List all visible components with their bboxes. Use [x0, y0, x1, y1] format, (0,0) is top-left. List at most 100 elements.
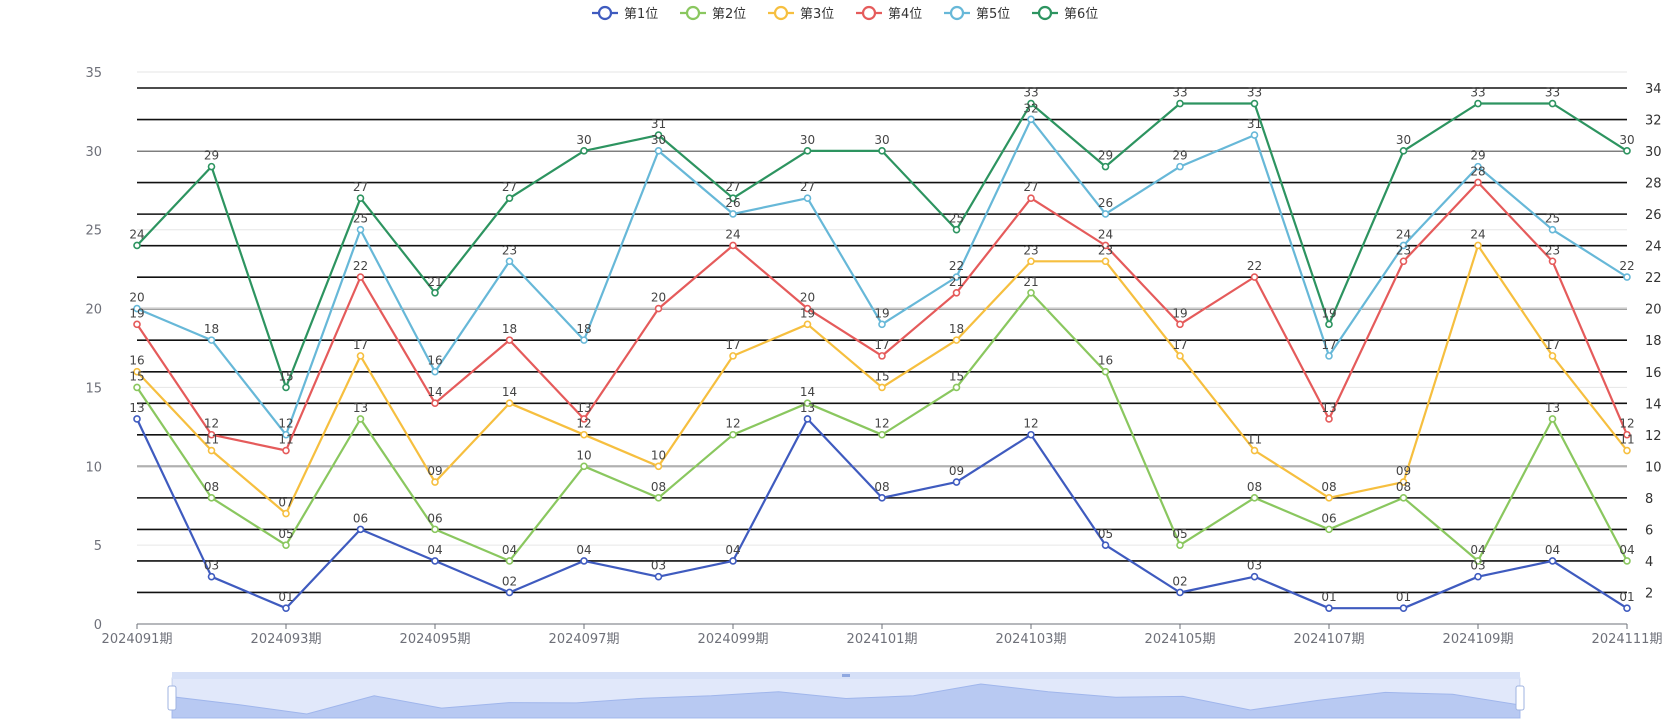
data-point[interactable] — [952, 336, 961, 344]
data-point[interactable] — [654, 572, 663, 581]
data-point[interactable] — [803, 415, 812, 423]
data-point[interactable] — [1548, 99, 1557, 108]
data-point[interactable] — [207, 572, 216, 581]
data-point[interactable] — [431, 525, 439, 534]
data-point[interactable] — [1474, 241, 1482, 250]
data-point[interactable] — [803, 194, 812, 202]
data-point[interactable] — [729, 210, 737, 218]
legend-item-4[interactable]: 第4位 — [856, 5, 922, 22]
data-point[interactable] — [1399, 147, 1408, 155]
data-point[interactable] — [803, 304, 812, 313]
data-point[interactable] — [1325, 494, 1333, 502]
data-point[interactable] — [580, 415, 588, 423]
data-point[interactable] — [729, 430, 737, 439]
data-point[interactable] — [505, 336, 514, 344]
data-point[interactable] — [1176, 99, 1184, 108]
data-point[interactable] — [1325, 415, 1333, 423]
data-point[interactable] — [356, 352, 365, 360]
data-point[interactable] — [1548, 225, 1557, 234]
data-point[interactable] — [133, 241, 141, 250]
data-point[interactable] — [1101, 257, 1110, 266]
data-point[interactable] — [1176, 320, 1184, 329]
data-point[interactable] — [878, 320, 886, 329]
data-point[interactable] — [1623, 273, 1631, 281]
data-point[interactable] — [654, 462, 663, 471]
data-point[interactable] — [1623, 446, 1631, 455]
data-point[interactable] — [1623, 604, 1631, 613]
data-point[interactable] — [1027, 99, 1035, 108]
data-point[interactable] — [952, 288, 961, 297]
data-point[interactable] — [505, 257, 514, 266]
data-point[interactable] — [282, 509, 290, 518]
data-point[interactable] — [1027, 115, 1035, 124]
data-point[interactable] — [1250, 99, 1259, 108]
data-point[interactable] — [1250, 273, 1259, 281]
data-point[interactable] — [1474, 99, 1482, 108]
data-point[interactable] — [356, 273, 365, 281]
data-point[interactable] — [654, 494, 663, 502]
data-point[interactable] — [431, 367, 439, 376]
data-point[interactable] — [580, 462, 588, 471]
data-point[interactable] — [1474, 557, 1482, 565]
data-point[interactable] — [133, 383, 141, 392]
data-point[interactable] — [729, 194, 737, 202]
data-point[interactable] — [729, 241, 737, 250]
data-point[interactable] — [1548, 352, 1557, 360]
data-point[interactable] — [1623, 557, 1631, 565]
data-point[interactable] — [207, 336, 216, 344]
data-point[interactable] — [1250, 494, 1259, 502]
legend-item-5[interactable]: 第5位 — [944, 5, 1010, 22]
data-point[interactable] — [356, 525, 365, 534]
data-zoom-slider[interactable] — [167, 672, 1525, 719]
data-point[interactable] — [207, 494, 216, 502]
data-point[interactable] — [431, 557, 439, 565]
data-point[interactable] — [878, 494, 886, 502]
data-point[interactable] — [505, 194, 514, 202]
data-point[interactable] — [1399, 478, 1408, 486]
data-point[interactable] — [1623, 147, 1631, 155]
data-point[interactable] — [1101, 162, 1110, 171]
data-point[interactable] — [878, 147, 886, 155]
data-point[interactable] — [1399, 257, 1408, 266]
data-point[interactable] — [207, 162, 216, 171]
data-point[interactable] — [282, 604, 290, 613]
data-point[interactable] — [1027, 194, 1035, 202]
data-point[interactable] — [282, 541, 290, 549]
data-point[interactable] — [1474, 162, 1482, 171]
data-point[interactable] — [1325, 525, 1333, 534]
data-point[interactable] — [505, 557, 514, 565]
data-point[interactable] — [207, 430, 216, 439]
data-point[interactable] — [729, 352, 737, 360]
data-point[interactable] — [654, 304, 663, 313]
data-point[interactable] — [878, 430, 886, 439]
data-point[interactable] — [1027, 430, 1035, 439]
data-point[interactable] — [952, 478, 961, 486]
data-point[interactable] — [282, 430, 290, 439]
data-point[interactable] — [952, 225, 961, 234]
data-point[interactable] — [207, 446, 216, 455]
data-point[interactable] — [1623, 430, 1631, 439]
data-point[interactable] — [282, 383, 290, 392]
data-point[interactable] — [1250, 131, 1259, 139]
data-point[interactable] — [952, 383, 961, 392]
data-point[interactable] — [431, 478, 439, 486]
data-point[interactable] — [1399, 604, 1408, 613]
data-point[interactable] — [1399, 241, 1408, 250]
legend-item-6[interactable]: 第6位 — [1032, 5, 1098, 22]
data-point[interactable] — [1548, 557, 1557, 565]
zoom-selected-range[interactable] — [172, 678, 1520, 718]
data-point[interactable] — [1325, 352, 1333, 360]
legend-item-3[interactable]: 第3位 — [768, 5, 834, 22]
data-point[interactable] — [580, 336, 588, 344]
data-point[interactable] — [654, 147, 663, 155]
data-point[interactable] — [356, 225, 365, 234]
data-point[interactable] — [1474, 178, 1482, 187]
data-point[interactable] — [356, 194, 365, 202]
legend[interactable]: 第1位 第2位 第3位 第4位 第5位 第6位 — [592, 5, 1098, 22]
data-point[interactable] — [952, 273, 961, 281]
data-point[interactable] — [580, 430, 588, 439]
data-point[interactable] — [1101, 367, 1110, 376]
data-point[interactable] — [505, 399, 514, 408]
data-point[interactable] — [356, 415, 365, 423]
data-point[interactable] — [431, 399, 439, 408]
